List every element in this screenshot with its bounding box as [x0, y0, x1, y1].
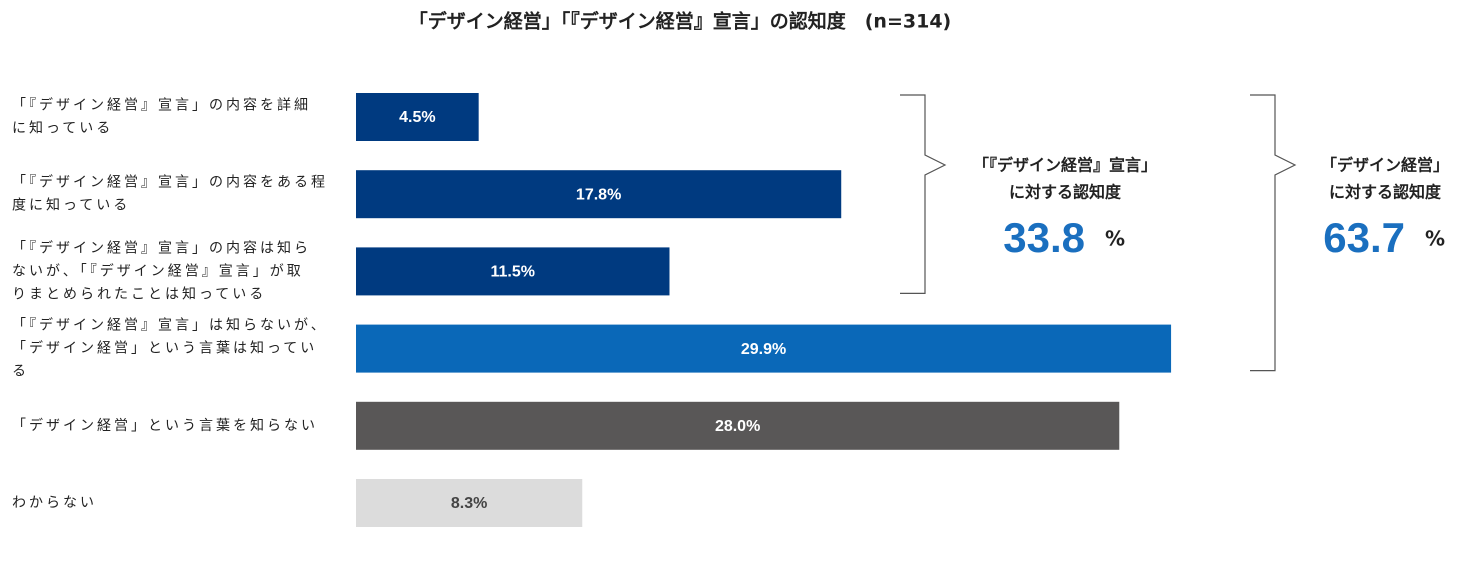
- category-label: 「デザイン経営」という言葉は知ってい: [12, 340, 317, 357]
- bracket: [900, 94, 947, 294]
- category-label: 「『デザイン経営』宣言」は知らないが、: [12, 317, 328, 334]
- value-label: 4.5%: [399, 109, 435, 126]
- bar: [356, 170, 842, 219]
- category-label: 度に知っている: [12, 197, 130, 214]
- bar: [356, 247, 670, 296]
- category-label: る: [12, 364, 29, 380]
- category-label: 「『デザイン経営』宣言」の内容を詳細: [12, 97, 311, 114]
- annotation-text: に対する認知度: [1329, 183, 1442, 202]
- bar: [356, 479, 583, 527]
- annotation-text: 「デザイン経営」: [1321, 156, 1449, 175]
- value-label: 17.8%: [576, 186, 621, 203]
- annotation-unit: %: [1105, 227, 1125, 251]
- bar: [356, 401, 1120, 450]
- bar: [356, 324, 1172, 373]
- value-label: 29.9%: [741, 341, 786, 358]
- annotation-value: 63.7: [1323, 214, 1405, 261]
- category-label: ないが、「『デザイン経営』宣言」が取: [12, 262, 304, 279]
- chart-title: 「デザイン経営」「『デザイン経営』宣言」の認知度 (n=314): [409, 10, 951, 33]
- category-label: わからない: [12, 495, 97, 511]
- category-label: 「『デザイン経営』宣言」の内容は知ら: [12, 239, 311, 256]
- value-label: 8.3%: [451, 495, 487, 512]
- bracket: [1250, 94, 1297, 372]
- value-label: 28.0%: [715, 418, 760, 435]
- annotation-unit: %: [1425, 227, 1445, 251]
- category-label: 「デザイン経営」という言葉を知らない: [12, 417, 318, 434]
- annotation-value: 33.8: [1003, 214, 1085, 261]
- category-label: 「『デザイン経営』宣言」の内容をある程: [12, 174, 328, 191]
- category-label: に知っている: [12, 120, 113, 137]
- bar: [356, 93, 479, 141]
- annotation-text: 「『デザイン経営』宣言」: [973, 156, 1157, 175]
- category-label: りまとめられたことは知っている: [12, 285, 266, 302]
- annotation-text: に対する認知度: [1009, 183, 1122, 202]
- value-label: 11.5%: [491, 264, 535, 281]
